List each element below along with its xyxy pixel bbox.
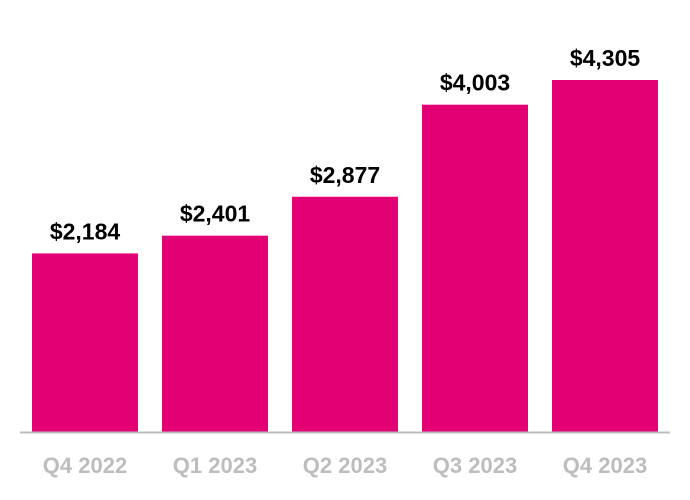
bar-4 [552,80,658,432]
bar-2 [292,196,398,432]
value-label-0: $2,184 [50,218,121,244]
bar-3 [422,104,528,432]
value-label-1: $2,401 [180,201,251,227]
category-label-1: Q1 2023 [173,453,257,478]
value-label-2: $2,877 [310,162,380,188]
category-label-0: Q4 2022 [43,453,127,478]
category-label-4: Q4 2023 [563,453,647,478]
bar-0 [32,253,138,432]
category-label-3: Q3 2023 [433,453,517,478]
bar-1 [162,235,268,432]
category-label-2: Q2 2023 [303,453,387,478]
value-label-3: $4,003 [440,70,510,96]
value-label-4: $4,305 [570,45,641,71]
